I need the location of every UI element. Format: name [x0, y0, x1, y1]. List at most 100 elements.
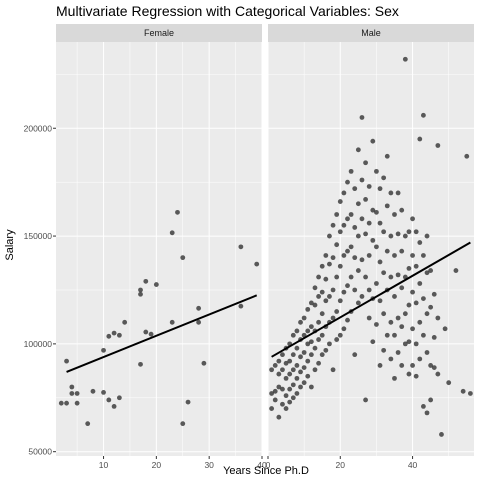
data-point — [435, 143, 440, 148]
data-point — [341, 253, 346, 258]
data-point — [334, 309, 339, 314]
data-point — [320, 311, 325, 316]
data-point — [425, 234, 430, 239]
data-point — [356, 201, 361, 206]
data-point — [421, 253, 426, 258]
data-point — [392, 253, 397, 258]
data-point — [425, 311, 430, 316]
data-point — [291, 333, 296, 338]
data-point — [254, 262, 259, 267]
data-point — [334, 212, 339, 217]
data-point — [374, 169, 379, 174]
data-point — [320, 333, 325, 338]
data-point — [428, 268, 433, 273]
data-point — [101, 390, 106, 395]
data-point — [291, 352, 296, 357]
data-point — [280, 402, 285, 407]
data-point — [407, 229, 412, 234]
data-point — [305, 329, 310, 334]
data-point — [435, 316, 440, 321]
data-point — [291, 395, 296, 400]
data-point — [298, 320, 303, 325]
data-point — [320, 290, 325, 295]
data-point — [356, 234, 361, 239]
data-point — [345, 283, 350, 288]
y-tick-label: 200000 — [24, 123, 53, 133]
data-point — [360, 257, 365, 262]
data-point — [284, 393, 289, 398]
data-point — [91, 389, 96, 394]
data-point — [378, 221, 383, 226]
data-point — [122, 320, 127, 325]
data-point — [309, 324, 314, 329]
data-point — [363, 275, 368, 280]
data-point — [75, 401, 80, 406]
data-point — [385, 333, 390, 338]
y-tick-label: 100000 — [24, 339, 53, 349]
data-point — [410, 253, 415, 258]
data-point — [320, 352, 325, 357]
data-point — [305, 374, 310, 379]
data-point — [374, 244, 379, 249]
data-point — [316, 320, 321, 325]
data-point — [69, 385, 74, 390]
data-point — [298, 354, 303, 359]
data-point — [345, 180, 350, 185]
data-point — [238, 304, 243, 309]
data-point — [309, 339, 314, 344]
data-point — [316, 294, 321, 299]
data-point — [316, 361, 321, 366]
data-point — [468, 391, 473, 396]
data-point — [396, 350, 401, 355]
data-point — [298, 370, 303, 375]
data-point — [396, 191, 401, 196]
data-point — [367, 184, 372, 189]
panel-strip-label: Male — [361, 28, 381, 38]
data-point — [417, 240, 422, 245]
data-point — [138, 362, 143, 367]
data-point — [327, 262, 332, 267]
data-point — [276, 372, 281, 377]
data-point — [186, 400, 191, 405]
data-point — [414, 341, 419, 346]
data-point — [323, 348, 328, 353]
data-point — [280, 352, 285, 357]
data-point — [403, 234, 408, 239]
data-point — [432, 335, 437, 340]
data-point — [421, 333, 426, 338]
data-point — [410, 290, 415, 295]
data-point — [313, 303, 318, 308]
data-point — [201, 361, 206, 366]
data-point — [280, 387, 285, 392]
data-point — [407, 303, 412, 308]
data-point — [439, 432, 444, 437]
x-tick-label: 10 — [99, 460, 109, 470]
data-point — [414, 264, 419, 269]
data-point — [410, 326, 415, 331]
data-point — [269, 406, 274, 411]
data-point — [302, 380, 307, 385]
data-point — [287, 372, 292, 377]
data-point — [378, 363, 383, 368]
data-point — [238, 244, 243, 249]
panel-background — [56, 42, 262, 456]
data-point — [302, 316, 307, 321]
data-point — [334, 275, 339, 280]
data-point — [334, 337, 339, 342]
data-point — [180, 255, 185, 260]
data-point — [196, 320, 201, 325]
data-point — [313, 285, 318, 290]
data-point — [414, 301, 419, 306]
data-point — [302, 350, 307, 355]
data-point — [396, 272, 401, 277]
data-point — [381, 175, 386, 180]
data-point — [388, 357, 393, 362]
data-point — [446, 380, 451, 385]
data-point — [417, 281, 422, 286]
data-point — [287, 387, 292, 392]
data-point — [323, 277, 328, 282]
data-point — [309, 352, 314, 357]
data-point — [363, 160, 368, 165]
data-point — [388, 275, 393, 280]
